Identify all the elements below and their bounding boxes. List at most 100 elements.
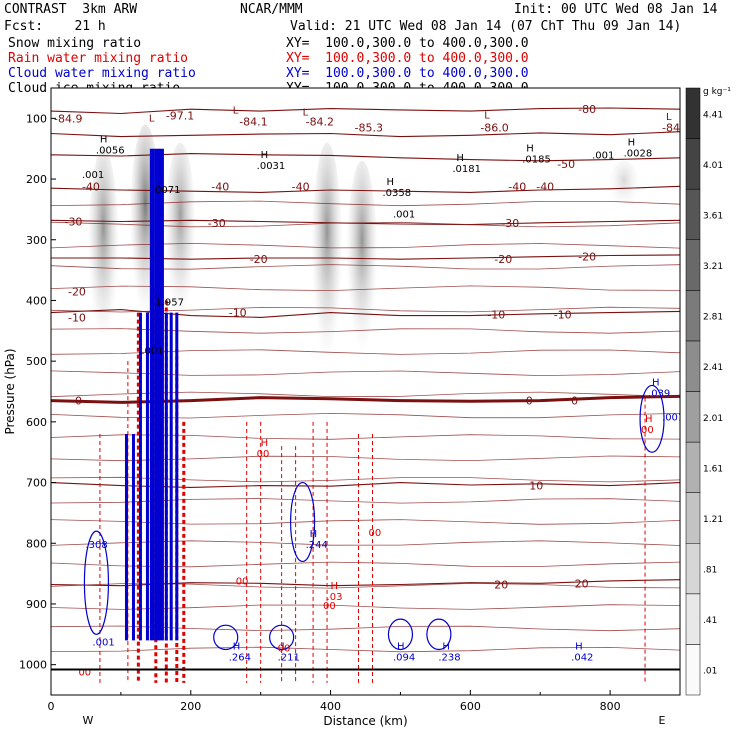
extremum-marker: H — [652, 377, 660, 388]
contour-label: -30 — [501, 217, 519, 230]
extremum-value: .001 — [662, 413, 684, 424]
snow-shading-column-3 — [311, 142, 344, 398]
x-axis-label: Distance (km) — [323, 714, 407, 728]
colorbar-label: 3.61 — [703, 211, 723, 221]
cloud-contour-6 — [639, 384, 665, 453]
y-tick-label: 900 — [26, 598, 47, 611]
colorbar-label: .41 — [703, 616, 717, 626]
field-cloudwater-name: Cloud water mixing ratio — [8, 66, 196, 81]
colorbar-label: .81 — [703, 566, 717, 576]
contour-label: -80 — [578, 103, 596, 116]
isotherm--60 — [51, 131, 680, 138]
contour-label: -86.0 — [480, 121, 508, 134]
colorbar-label: 4.01 — [703, 161, 723, 171]
plot-frame — [50, 87, 681, 696]
contour-label: -84.8 — [662, 121, 690, 134]
extremum-marker: H — [628, 138, 636, 149]
x-tick-label: 600 — [460, 700, 481, 713]
extremum-marker: H — [331, 581, 339, 592]
contour-label: 10 — [529, 480, 543, 493]
y-tick-label: 100 — [26, 112, 47, 125]
x-tick-label: 800 — [600, 700, 621, 713]
colorbar-swatch — [685, 543, 701, 595]
y-tick-label: 500 — [26, 355, 47, 368]
colorbar-unit: g kg⁻¹ — [703, 87, 731, 97]
snow-shading-column-4 — [346, 160, 379, 386]
contour-label: -40 — [508, 180, 526, 193]
extremum-value: .0185 — [522, 155, 551, 166]
extremum-marker: L — [233, 105, 239, 116]
extremum-value: .0181 — [452, 164, 481, 175]
extremum-value: .0031 — [257, 161, 286, 172]
contour-label: -84.2 — [306, 115, 334, 128]
extremum-value: 00 — [278, 643, 291, 654]
contour-label: -40 — [292, 180, 310, 193]
extremum-value: .03 — [327, 592, 343, 603]
extremum-marker: H — [310, 529, 318, 540]
extremum-value: .039 — [648, 388, 670, 399]
colorbar-swatch — [685, 593, 701, 645]
extremum-marker: H — [100, 135, 108, 146]
extremum-value: 00 — [368, 528, 381, 539]
x-tick-label: 400 — [320, 700, 341, 713]
extremum-value: 00 — [323, 601, 336, 612]
cloud-contour-4 — [387, 618, 414, 651]
y-tick-label: 700 — [26, 477, 47, 490]
colorbar-swatch — [685, 138, 701, 190]
contour-label: -10 — [68, 311, 86, 324]
colorbar-swatch — [685, 188, 701, 241]
contour-label: -84.9 — [54, 112, 82, 125]
contour-label: -40 — [82, 180, 100, 193]
extremum-value: .001 — [393, 209, 415, 220]
contour-label: -84.1 — [239, 115, 267, 128]
extremum-marker: H — [261, 438, 269, 449]
isotherm--80 — [51, 107, 680, 115]
contour-label: -20 — [578, 251, 596, 264]
y-tick-label: 200 — [26, 173, 47, 186]
extremum-marker: H — [456, 153, 464, 164]
contour-label: -30 — [208, 217, 226, 230]
extremum-value: .001 — [82, 170, 104, 181]
colorbar-swatch — [685, 290, 701, 342]
cloud-contour-5 — [426, 618, 452, 651]
y-tick-label: 1000 — [19, 659, 47, 672]
contour-label: -10 — [229, 307, 247, 320]
extremum-value: .244 — [306, 540, 328, 551]
center-title: NCAR/MMM — [240, 2, 303, 17]
extremum-marker: H — [442, 641, 450, 652]
init-time: Init: 00 UTC Wed 08 Jan 14 — [514, 2, 718, 17]
model-title: CONTRAST 3km ARW — [4, 2, 138, 17]
extremum-value: .001 — [141, 346, 163, 357]
colorbar-swatch — [685, 340, 701, 392]
colorbar-label: 2.41 — [703, 363, 723, 373]
extremum-value: .238 — [438, 652, 460, 663]
west-label: W — [83, 714, 94, 727]
contour-label: -40 — [211, 180, 229, 193]
extremum-marker: H — [233, 641, 241, 652]
y-axis-label: Pressure (hPa) — [3, 348, 17, 434]
extremum-value: .0358 — [382, 188, 411, 199]
contour-label: 0 — [571, 395, 578, 408]
field-rain-xy: XY= 100.0,300.0 to 400.0,300.0 — [286, 51, 529, 66]
cloud-contour-1 — [290, 481, 316, 563]
cloud-contour-2 — [213, 624, 239, 651]
extremum-marker: H — [575, 641, 583, 652]
extremum-value: .264 — [229, 652, 251, 663]
contour-label: -50 — [557, 158, 575, 171]
colorbar-label: 2.01 — [703, 414, 723, 424]
contour-label: -20 — [494, 253, 512, 266]
colorbar-swatch — [685, 644, 701, 696]
extremum-value: .001 — [92, 637, 114, 648]
extremum-value: 00 — [641, 425, 654, 436]
cloud-contour-0 — [83, 530, 110, 635]
extremum-marker: H — [526, 144, 534, 155]
colorbar-swatch — [685, 441, 701, 493]
extremum-marker: L — [666, 112, 672, 123]
extremum-value: .001 — [592, 150, 614, 161]
extremum-marker: L — [149, 113, 155, 124]
extremum-value: .042 — [571, 652, 593, 663]
colorbar-label: 1.61 — [703, 464, 723, 474]
colorbar-swatch — [685, 239, 701, 291]
extremum-value: .094 — [393, 652, 415, 663]
